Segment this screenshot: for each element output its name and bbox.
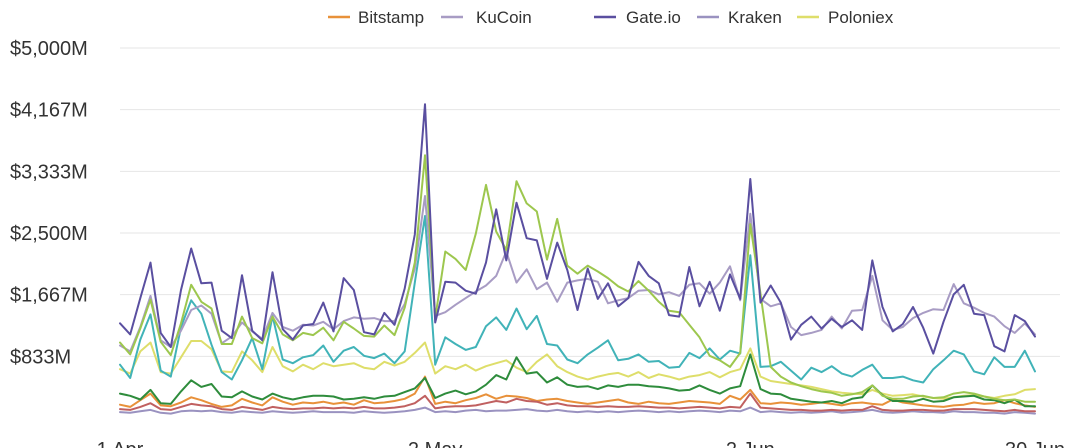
legend-label-kraken: Kraken bbox=[728, 8, 782, 27]
legend-item-kucoin: KuCoin bbox=[441, 8, 532, 27]
series-line-bittrex bbox=[119, 392, 1036, 413]
legend-label-bitstamp: Bitstamp bbox=[358, 8, 424, 27]
series-line-binance bbox=[119, 154, 1036, 403]
legend-label-kucoin: KuCoin bbox=[476, 8, 532, 27]
x-axis-tick-labels: 1 Apr 2 May 2 Jun 30 Jun bbox=[97, 439, 1065, 448]
y-tick-label: $833M bbox=[10, 346, 71, 368]
series-line-poloniex bbox=[119, 340, 1036, 400]
grid-lines bbox=[120, 47, 1060, 357]
series-line-kraken bbox=[119, 406, 1036, 415]
legend-item-poloniex: Poloniex bbox=[797, 8, 894, 27]
y-tick-label: $2,500M bbox=[10, 223, 88, 245]
series-line-bitstamp bbox=[119, 375, 1036, 408]
legend-item-kraken: Kraken bbox=[697, 8, 782, 27]
x-tick-label: 2 Jun bbox=[726, 439, 775, 448]
x-tick-label: 30 Jun bbox=[1005, 439, 1065, 448]
series-line-gate-io bbox=[119, 103, 1036, 355]
legend-item-gateio: Gate.io bbox=[594, 8, 681, 27]
y-axis-tick-labels: $833M $1,667M $2,500M $3,333M $4,167M $5,000M bbox=[10, 38, 88, 368]
x-tick-label: 1 Apr bbox=[97, 439, 144, 448]
legend: Bitstamp KuCoin Gate.io Kraken Poloniex bbox=[328, 8, 894, 27]
legend-label-poloniex: Poloniex bbox=[828, 8, 894, 27]
x-tick-label: 2 May bbox=[408, 439, 462, 448]
y-tick-label: $4,167M bbox=[10, 100, 88, 122]
series-line-kucoin bbox=[119, 195, 1036, 353]
y-tick-label: $3,333M bbox=[10, 161, 88, 183]
y-tick-label: $5,000M bbox=[10, 38, 88, 60]
y-tick-label: $1,667M bbox=[10, 285, 88, 307]
series-line-huobi bbox=[119, 215, 1036, 384]
series-lines bbox=[119, 103, 1036, 415]
legend-label-gateio: Gate.io bbox=[626, 8, 681, 27]
legend-item-bitstamp: Bitstamp bbox=[328, 8, 424, 27]
